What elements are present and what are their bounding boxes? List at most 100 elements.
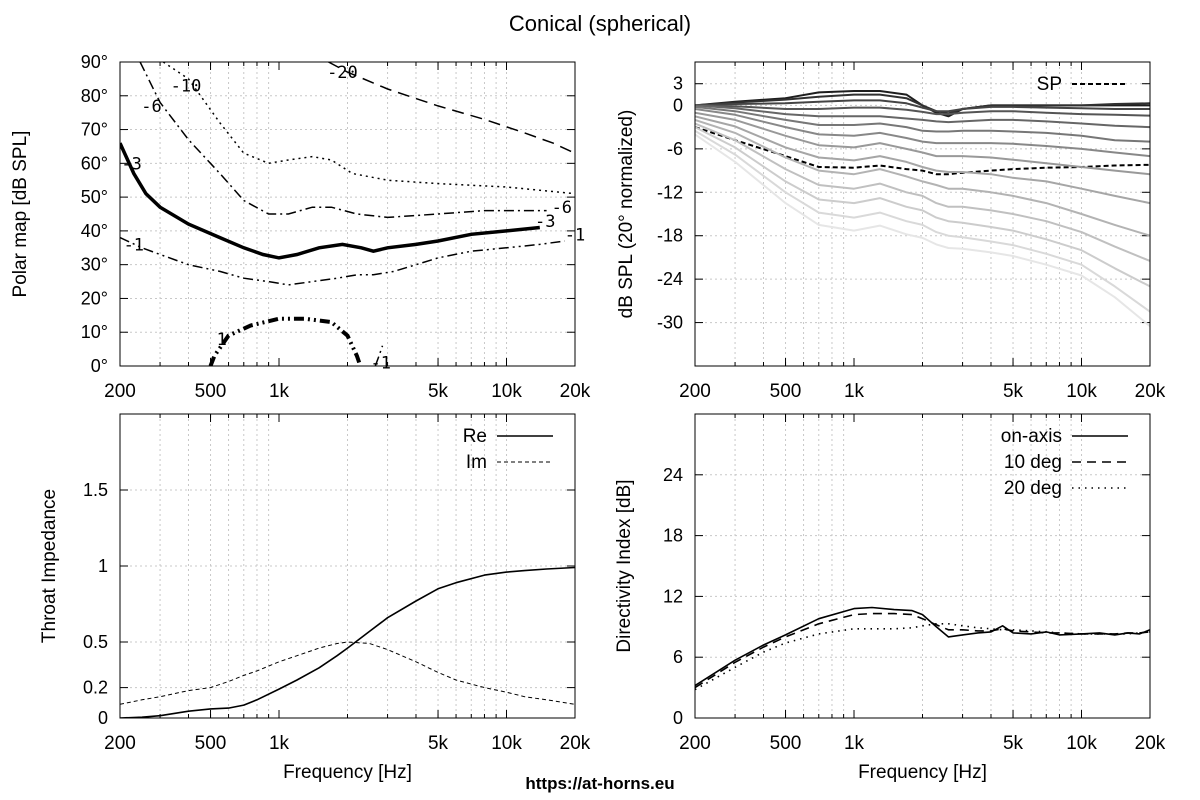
- contour-label: -3: [535, 212, 555, 232]
- y-tick-label: 1: [98, 556, 108, 576]
- x-tick-label: 200: [104, 381, 136, 402]
- series-line: [695, 122, 1150, 262]
- legend-label: Im: [466, 452, 487, 473]
- contour-line: [208, 316, 363, 366]
- series-line: [695, 115, 1150, 205]
- y-tick-label: 0.2: [83, 678, 108, 698]
- legend-label: 10 deg: [1004, 452, 1062, 473]
- series-line-on-axis: [695, 606, 1150, 687]
- x-tick-label: 200: [679, 733, 711, 754]
- contour-line: [139, 62, 547, 219]
- y-tick-label: 10°: [81, 322, 108, 342]
- series-line: [695, 104, 1150, 117]
- y-tick-label: -30: [657, 313, 683, 333]
- series-line: [695, 133, 1150, 327]
- contour-line: [162, 62, 575, 195]
- y-tick-label: 0: [673, 708, 683, 728]
- y-tick-label: 0: [673, 95, 683, 115]
- y-axis-label: dB SPL (20° normalized): [616, 110, 637, 319]
- polar-map-chart: 200 500 1k 5k 10k 20k 0° 10° 20° 30° 40° 50° 60° 70° 8…: [10, 52, 591, 402]
- x-tick-label: 500: [195, 733, 227, 754]
- x-tick-label: 10k: [491, 733, 522, 754]
- legend-label: SP: [1037, 74, 1062, 95]
- directivity-index-chart: 200 500 1k 5k 10k 20k 0 6 12 18 24 Directivity Inde…: [614, 413, 1166, 783]
- contour-line: [120, 236, 565, 286]
- y-tick-label: 60°: [81, 153, 108, 173]
- throat-impedance-chart: 200 500 1k 5k 10k 20k 0 0.2 0.5 1 1.5 Throat Impeda…: [39, 413, 591, 783]
- x-tick-label: 1k: [844, 381, 865, 402]
- y-tick-label: 12: [663, 586, 683, 606]
- y-tick-label: 3: [673, 74, 683, 94]
- contour-label: -6: [552, 198, 572, 218]
- y-tick-label: -6: [667, 139, 683, 159]
- y-axis-label: Throat Impedance: [39, 489, 60, 643]
- x-tick-label: 5k: [428, 381, 449, 402]
- y-axis-label: Polar map [dB SPL]: [10, 131, 31, 298]
- grid: [120, 414, 575, 719]
- y-tick-label: -18: [657, 226, 683, 246]
- spl-chart: 200 500 1k 5k 10k 20k 30 -6 -12 -18 -24 -30 dB SPL (…: [616, 61, 1166, 402]
- x-tick-label: 20k: [1135, 381, 1166, 402]
- contour-label: -3: [121, 154, 141, 174]
- legend-label: Re: [463, 426, 487, 447]
- x-tick-label: 500: [195, 381, 227, 402]
- x-tick-label: 1k: [269, 381, 290, 402]
- x-tick-label: 5k: [1003, 733, 1024, 754]
- series-line: [695, 104, 1150, 129]
- x-tick-label: 10k: [1066, 733, 1097, 754]
- series-line-im: [120, 641, 575, 705]
- x-tick-label: 10k: [1066, 381, 1097, 402]
- x-tick-label: 500: [770, 733, 802, 754]
- x-tick-label: 200: [679, 381, 711, 402]
- contour-line: [328, 62, 575, 154]
- plot-area: [120, 62, 575, 366]
- plot-frame: [694, 413, 1151, 719]
- y-tick-label: 0°: [91, 356, 108, 376]
- series-line: [695, 99, 1150, 113]
- y-tick-label: -24: [657, 269, 683, 289]
- y-axis-label: Directivity Index [dB]: [614, 479, 635, 652]
- y-tick-label: 80°: [81, 86, 108, 106]
- grid: [695, 414, 1150, 719]
- contour-label: -1: [124, 235, 144, 255]
- contour-label: -20: [327, 63, 358, 83]
- x-tick-label: 1k: [269, 733, 290, 754]
- plot-area: [120, 566, 575, 718]
- y-tick-label: 24: [663, 465, 683, 485]
- contour-line: [120, 142, 540, 260]
- y-tick-label: 0.5: [83, 632, 108, 652]
- x-tick-label: 5k: [428, 733, 449, 754]
- x-tick-label: 500: [770, 381, 802, 402]
- x-axis-label: Frequency [Hz]: [858, 762, 987, 783]
- series-line-10-deg: [695, 612, 1150, 689]
- series-line: [695, 118, 1150, 237]
- legend-label: 20 deg: [1004, 478, 1062, 499]
- contour-line: [374, 345, 384, 366]
- x-tick-label: 5k: [1003, 381, 1024, 402]
- y-tick-label: -12: [657, 182, 683, 202]
- plot-area: [695, 606, 1150, 691]
- y-tick-label: 30°: [81, 255, 108, 275]
- x-tick-label: 1k: [844, 733, 865, 754]
- y-tick-label: 18: [663, 526, 683, 546]
- y-tick-label: 20°: [81, 288, 108, 308]
- series-line: [695, 108, 1150, 158]
- y-tick-label: 6: [673, 647, 683, 667]
- y-tick-label: 40°: [81, 221, 108, 241]
- x-tick-label: 20k: [560, 381, 591, 402]
- series-line: [695, 129, 1150, 313]
- x-tick-label: 10k: [491, 381, 522, 402]
- contour-label: -6: [141, 97, 161, 117]
- series-line: [695, 105, 1150, 143]
- figure-title: Conical (spherical): [509, 11, 691, 36]
- contour-label: -10: [171, 77, 202, 97]
- y-tick-label: 1.5: [83, 480, 108, 500]
- y-tick-label: 90°: [81, 52, 108, 72]
- x-tick-label: 20k: [560, 733, 591, 754]
- plot-frame: [694, 61, 1151, 367]
- plot-frame: [119, 413, 576, 719]
- y-tick-label: 70°: [81, 120, 108, 140]
- x-tick-label: 20k: [1135, 733, 1166, 754]
- y-tick-label: 50°: [81, 187, 108, 207]
- plot-frame: [119, 61, 576, 367]
